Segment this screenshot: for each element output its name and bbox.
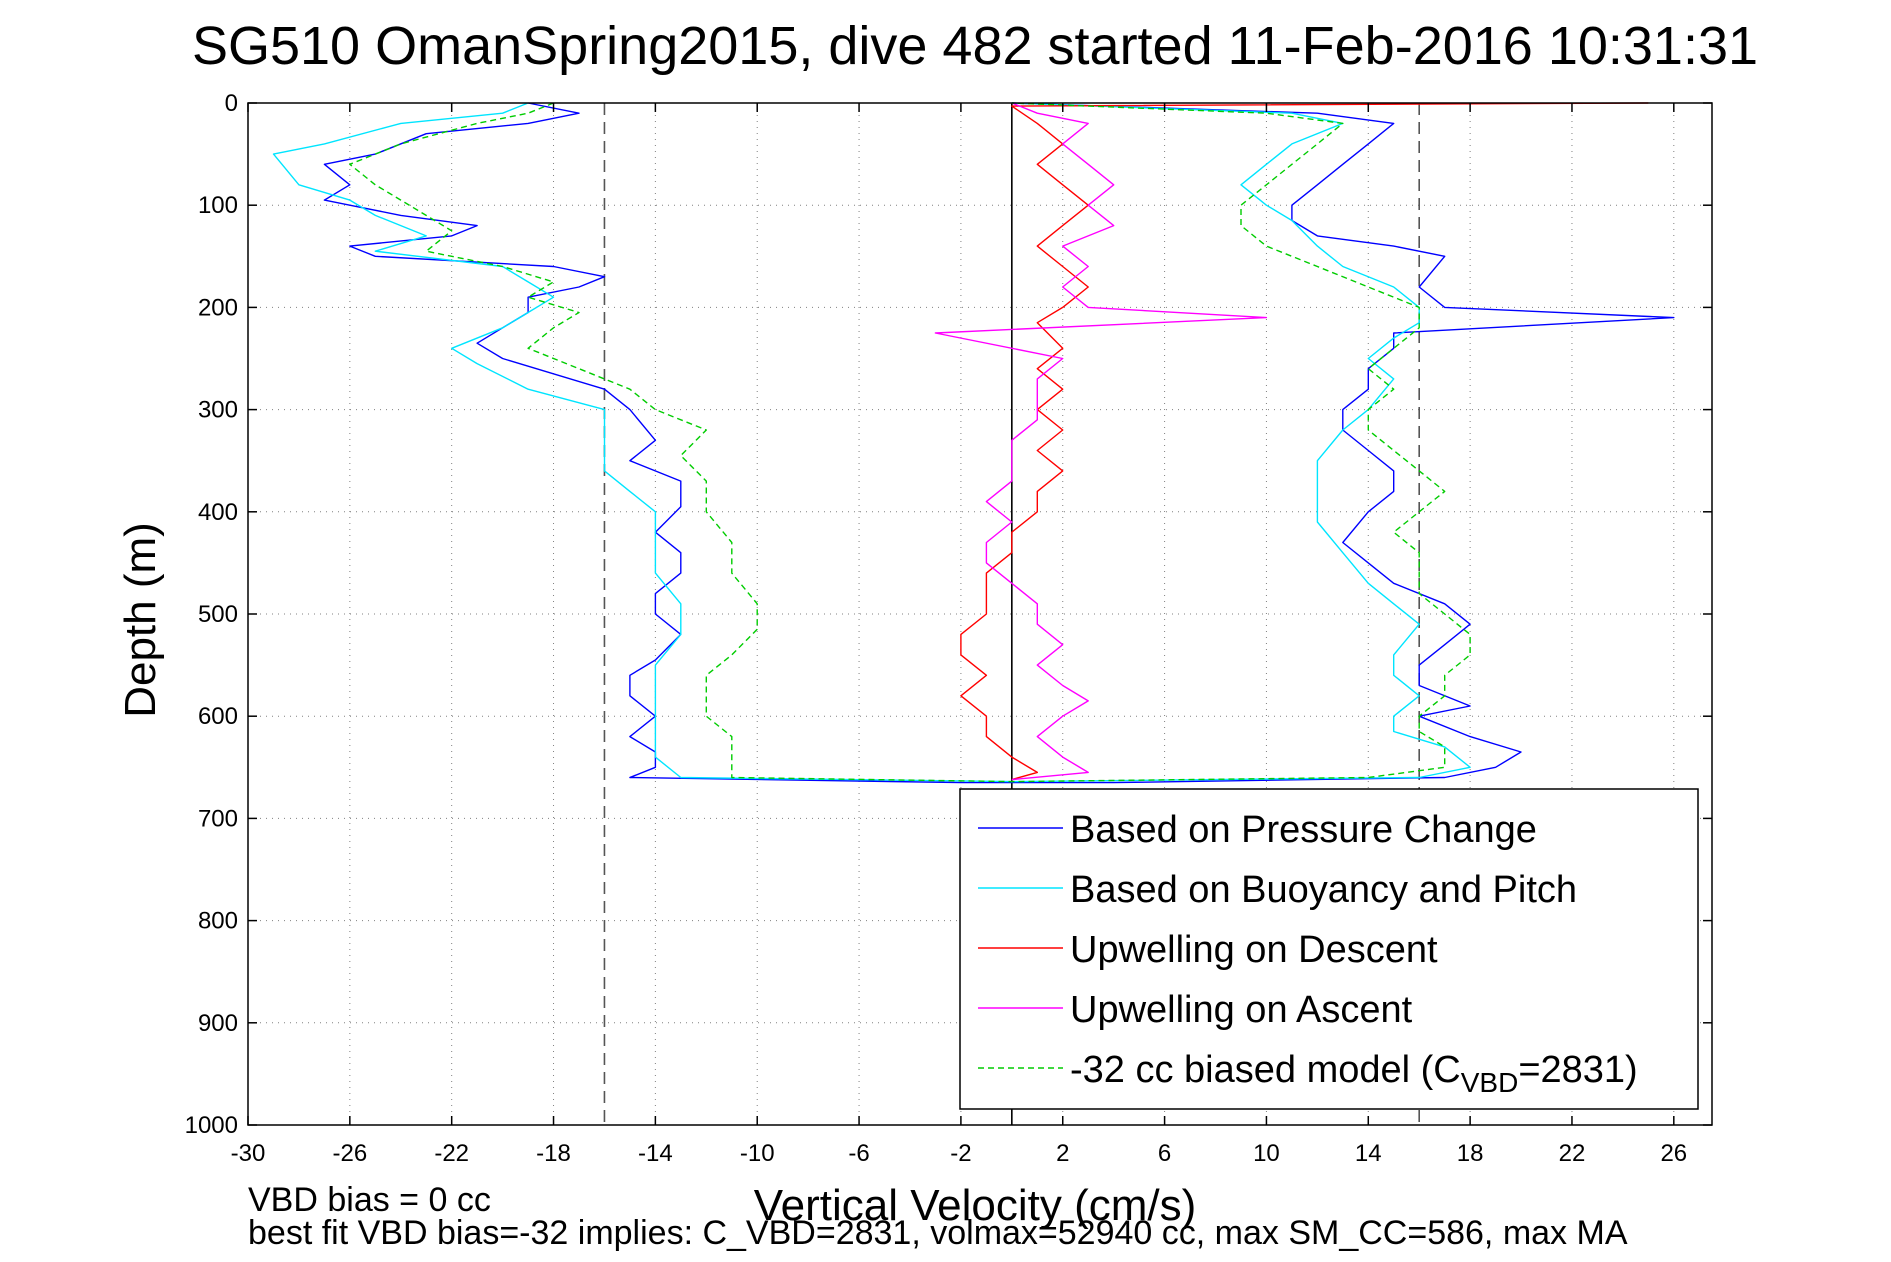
y-tick-label: 500 <box>198 601 238 628</box>
x-tick-label: -2 <box>950 1140 971 1167</box>
x-tick-label: 22 <box>1559 1140 1586 1167</box>
x-tick-label: -6 <box>848 1140 869 1167</box>
series-line-5 <box>349 102 1471 783</box>
series-line-1 <box>323 102 1675 784</box>
y-tick-labels: 0 100 200 300 400 500 600 700 800 900 1000 <box>185 90 1712 1139</box>
x-tick-labels: -30 -26 -22 -18 -14 -10 -6 -2 2 6 10 14 18 22 26 <box>231 103 1687 1167</box>
x-tick-label: 6 <box>1158 1140 1171 1167</box>
y-tick-label: 100 <box>198 192 238 219</box>
x-axis-label: Vertical Velocity (cm/s) <box>754 1181 1197 1230</box>
legend-label-3: Upwelling on Descent <box>1070 929 1438 971</box>
legend-label-4: Upwelling on Ascent <box>1070 989 1413 1031</box>
x-tick-label: -26 <box>332 1140 367 1167</box>
y-tick-label: 300 <box>198 397 238 424</box>
vbd-bias-note: VBD bias = 0 cc <box>248 1181 491 1219</box>
y-tick-label: 900 <box>198 1010 238 1037</box>
x-tick-label: 26 <box>1660 1140 1687 1167</box>
legend-label-2: Based on Buoyancy and Pitch <box>1070 869 1577 911</box>
x-tick-label: 14 <box>1355 1140 1382 1167</box>
x-tick-label: 10 <box>1253 1140 1280 1167</box>
x-tick-label: -18 <box>536 1140 571 1167</box>
y-tick-label: 1000 <box>185 1112 238 1139</box>
y-tick-label: 600 <box>198 703 238 730</box>
legend-box <box>959 788 1699 1110</box>
legend: Based on Pressure Change Based on Buoyanc… <box>959 788 1699 1110</box>
chart-title: SG510 OmanSpring2015, dive 482 started 1… <box>192 16 1758 76</box>
x-tick-label: -30 <box>231 1140 266 1167</box>
legend-label-1: Based on Pressure Change <box>1070 809 1537 851</box>
x-tick-label: 18 <box>1457 1140 1484 1167</box>
legend-label-5: -32 cc biased model (CVBD=2831) <box>1070 1049 1638 1098</box>
series-lines <box>272 102 1675 784</box>
y-tick-label: 800 <box>198 908 238 935</box>
best-fit-note: best fit VBD bias=-32 implies: C_VBD=283… <box>248 1214 1628 1252</box>
series-line-3 <box>960 102 1649 781</box>
x-tick-label: 2 <box>1056 1140 1069 1167</box>
x-tick-label: -22 <box>434 1140 469 1167</box>
x-tick-label: -10 <box>740 1140 775 1167</box>
y-tick-label: 700 <box>198 805 238 832</box>
series-line-4 <box>934 102 1268 781</box>
y-tick-label: 400 <box>198 499 238 526</box>
y-tick-label: 0 <box>225 90 238 117</box>
y-tick-label: 200 <box>198 294 238 321</box>
x-tick-label: -14 <box>638 1140 673 1167</box>
y-axis-label: Depth (m) <box>116 522 165 718</box>
